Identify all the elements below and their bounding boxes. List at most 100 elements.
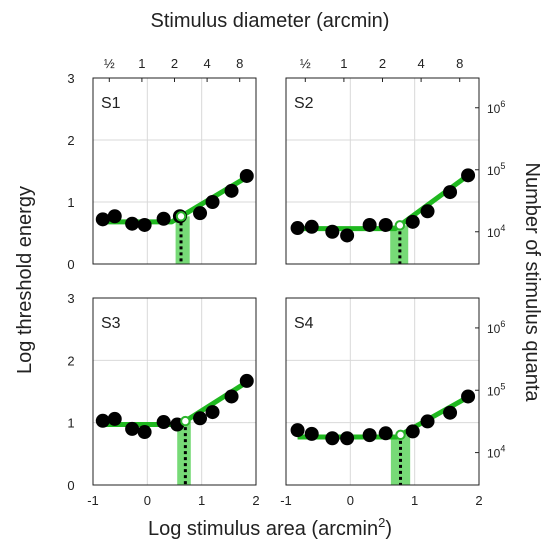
x-tick-label: 1 [411, 493, 418, 508]
x-tick-label: -1 [87, 493, 99, 508]
panel-label: S3 [101, 315, 121, 332]
data-point [290, 221, 305, 236]
panel-s1: S1 0 1 2 3 ½ 1 2 4 8 [67, 56, 257, 272]
top-tick-label: 8 [456, 56, 463, 71]
x-tick-label: 1 [198, 493, 205, 508]
right-tick-label: 104 [487, 223, 505, 240]
x-tick-label: 0 [347, 493, 354, 508]
data-point [290, 423, 305, 438]
data-point [461, 168, 476, 183]
right-tick-base: 10 [487, 447, 501, 461]
right-tick-label: 105 [487, 381, 505, 398]
data-point [340, 228, 355, 243]
right-tick-exponent: 6 [500, 319, 505, 329]
top-tick-label: 4 [417, 56, 424, 71]
bottom-axis-title-main: Log stimulus area (arcmin [148, 518, 378, 540]
right-tick-label: 106 [487, 99, 505, 116]
panel-frame [285, 297, 480, 486]
right-tick-base: 10 [487, 226, 501, 240]
data-point [304, 219, 319, 234]
data-point [362, 217, 377, 232]
data-point [107, 411, 122, 426]
panel-label: S4 [294, 315, 314, 332]
critical-point-marker [395, 429, 406, 441]
top-tick-label: 1 [138, 56, 145, 71]
right-tick-exponent: 6 [500, 99, 505, 109]
right-tick-exponent: 4 [500, 444, 505, 454]
data-point [205, 405, 220, 420]
data-point [95, 212, 110, 227]
data-point [461, 389, 476, 404]
y-tick-label: 2 [67, 353, 74, 368]
data-point [125, 421, 140, 436]
left-axis-title: Log threshold energy [14, 186, 36, 374]
data-point [378, 217, 393, 232]
data-point [304, 426, 319, 441]
data-point [378, 426, 393, 441]
panel-frame [92, 297, 257, 486]
data-point [340, 431, 355, 446]
x-tick-label: 0 [144, 493, 151, 508]
critical-point-marker [180, 415, 191, 427]
right-axis-title: Number of stimulus quanta [521, 162, 543, 402]
bottom-axis-title-sup: 2 [378, 515, 385, 530]
data-point [362, 428, 377, 443]
right-tick-label: 106 [487, 319, 505, 336]
right-tick-base: 10 [487, 322, 501, 336]
panel-s3: S3 -1 0 1 2 0 1 2 3 [67, 291, 259, 508]
data-point [325, 224, 340, 239]
critical-area-band [175, 216, 190, 264]
data-point [239, 168, 254, 183]
right-tick-exponent: 5 [500, 161, 505, 171]
y-tick-label: 3 [67, 71, 74, 86]
y-tick-label: 0 [67, 478, 74, 493]
data-point [125, 216, 140, 231]
data-point [443, 185, 458, 200]
data-point [405, 424, 420, 439]
right-tick-exponent: 4 [500, 223, 505, 233]
panel-frame [285, 77, 480, 265]
data-point [193, 206, 208, 221]
right-tick-label: 105 [487, 161, 505, 178]
data-point [107, 209, 122, 224]
data-point [224, 183, 239, 198]
top-tick-label: 2 [171, 56, 178, 71]
top-tick-label: 4 [203, 56, 210, 71]
right-tick-exponent: 5 [500, 381, 505, 391]
bottom-axis-title-end: ) [385, 518, 392, 540]
x-tick-label: -1 [280, 493, 292, 508]
top-tick-label: ½ [104, 56, 115, 71]
y-tick-label: 1 [67, 195, 74, 210]
panel-label: S2 [294, 95, 314, 112]
data-point [325, 431, 340, 446]
data-point [224, 389, 239, 404]
right-tick-label: 104 [487, 444, 505, 461]
data-point [205, 195, 220, 209]
top-tick-label: 2 [379, 56, 386, 71]
critical-point-marker [175, 211, 187, 222]
top-tick-label: ½ [300, 56, 311, 71]
data-point [193, 411, 208, 426]
data-point [420, 204, 435, 219]
data-point [405, 214, 420, 229]
data-point [156, 415, 171, 430]
data-point [95, 413, 110, 428]
panel-label: S1 [101, 95, 121, 112]
right-tick-base: 10 [487, 164, 501, 178]
data-point [443, 405, 458, 420]
y-tick-label: 3 [67, 291, 74, 306]
data-point [137, 425, 152, 440]
top-axis-title: Stimulus diameter (arcmin) [151, 10, 390, 32]
data-point [239, 373, 254, 388]
data-point [137, 217, 152, 232]
data-point [420, 414, 435, 429]
y-tick-label: 2 [67, 133, 74, 148]
bottom-axis-title: Log stimulus area (arcmin2) [148, 515, 392, 540]
y-tick-label: 1 [67, 416, 74, 431]
x-tick-label: 2 [252, 493, 259, 508]
top-tick-label: 8 [236, 56, 243, 71]
data-point [156, 211, 171, 226]
